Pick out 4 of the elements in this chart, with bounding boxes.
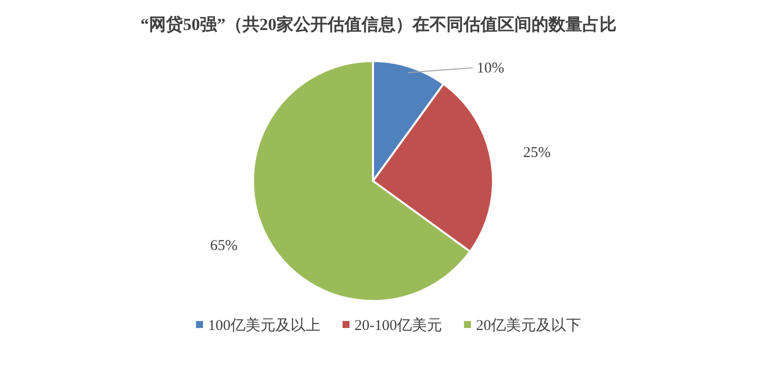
legend-label: 20亿美元及以下 [476, 317, 581, 334]
legend-label: 20-100亿美元 [354, 317, 442, 334]
title: “网贷50强”（共20家公开估值信息）在不同估值区间的数量占比 [140, 15, 616, 34]
legend-label: 100亿美元及以上 [208, 317, 320, 334]
